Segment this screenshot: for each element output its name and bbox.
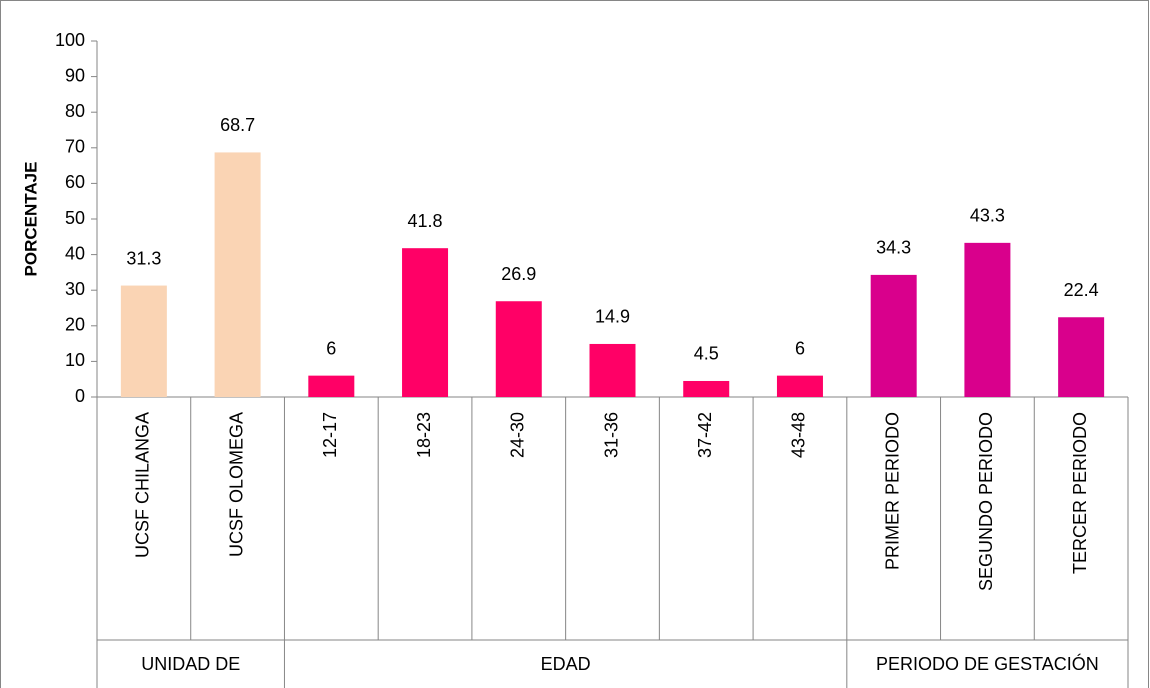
data-label: 26.9 bbox=[501, 264, 536, 284]
y-tick-label: 50 bbox=[65, 208, 85, 228]
group-label: EDAD bbox=[541, 654, 591, 674]
y-tick-label: 10 bbox=[65, 350, 85, 370]
bar bbox=[776, 375, 823, 397]
x-tick-label: 43-48 bbox=[789, 412, 809, 458]
x-tick-label: 12-17 bbox=[320, 412, 340, 458]
y-tick-label: 60 bbox=[65, 172, 85, 192]
x-tick-label: TERCER PERIODO bbox=[1070, 412, 1090, 574]
data-label: 43.3 bbox=[970, 206, 1005, 226]
bar bbox=[1058, 317, 1105, 397]
bar bbox=[402, 248, 449, 397]
y-tick-label: 100 bbox=[55, 30, 85, 50]
x-tick-label: UCSF CHILANGA bbox=[133, 412, 153, 558]
data-label: 31.3 bbox=[126, 248, 161, 268]
data-label: 41.8 bbox=[408, 211, 443, 231]
bar bbox=[308, 375, 355, 397]
y-tick-label: 40 bbox=[65, 243, 85, 263]
x-tick-label: 24-30 bbox=[508, 412, 528, 458]
x-tick-label: PRIMER PERIODO bbox=[882, 412, 902, 570]
x-tick-label: 31-36 bbox=[601, 412, 621, 458]
data-label: 14.9 bbox=[595, 307, 630, 327]
data-label: 6 bbox=[795, 338, 805, 358]
data-label: 68.7 bbox=[220, 115, 255, 135]
y-tick-label: 70 bbox=[65, 137, 85, 157]
data-label: 34.3 bbox=[876, 238, 911, 258]
bar bbox=[214, 152, 261, 397]
bar bbox=[964, 242, 1011, 397]
y-tick-label: 20 bbox=[65, 315, 85, 335]
bar bbox=[683, 380, 730, 397]
y-tick-label: 30 bbox=[65, 279, 85, 299]
bar bbox=[589, 343, 636, 397]
x-tick-label: SEGUNDO PERIODO bbox=[976, 412, 996, 591]
bar bbox=[495, 301, 542, 397]
x-tick-label: UCSF OLOMEGA bbox=[226, 412, 246, 557]
y-tick-label: 90 bbox=[65, 65, 85, 85]
x-tick-label: 37-42 bbox=[695, 412, 715, 458]
bar bbox=[120, 285, 167, 397]
x-tick-label: 18-23 bbox=[414, 412, 434, 458]
group-label: PERIODO DE GESTACIÓN bbox=[876, 653, 1099, 674]
data-label: 4.5 bbox=[694, 344, 719, 364]
data-label: 22.4 bbox=[1064, 280, 1099, 300]
y-tick-label: 80 bbox=[65, 101, 85, 121]
y-axis-label: PORCENTAJE bbox=[21, 162, 40, 277]
group-label: UNIDAD DE bbox=[141, 654, 240, 674]
data-label: 6 bbox=[326, 338, 336, 358]
y-tick-label: 0 bbox=[75, 386, 85, 406]
bar bbox=[870, 274, 917, 397]
